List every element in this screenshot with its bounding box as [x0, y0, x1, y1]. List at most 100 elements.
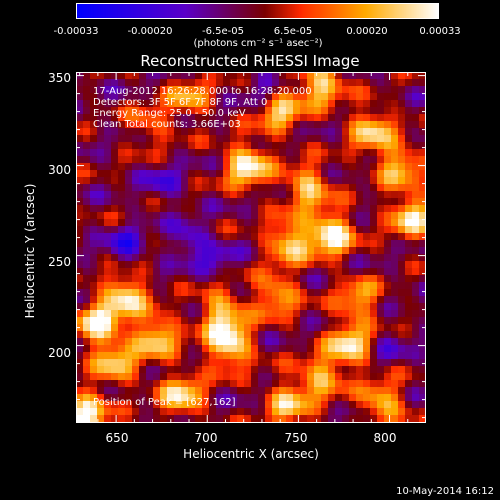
heatmap-cell: [342, 254, 349, 261]
heatmap-cell: [377, 240, 384, 247]
heatmap-cell: [230, 114, 237, 121]
heatmap-cell: [209, 422, 216, 423]
heatmap-cell: [356, 163, 363, 170]
heatmap-cell: [76, 79, 83, 86]
heatmap-cell: [118, 191, 125, 198]
heatmap-cell: [412, 275, 419, 282]
heatmap-cell: [335, 198, 342, 205]
heatmap-cell: [160, 191, 167, 198]
heatmap-cell: [174, 401, 181, 408]
heatmap-cell: [195, 135, 202, 142]
heatmap-cell: [230, 247, 237, 254]
heatmap-cell: [272, 380, 279, 387]
heatmap-cell: [104, 233, 111, 240]
heatmap-cell: [167, 415, 174, 422]
heatmap-cell: [244, 156, 251, 163]
heatmap-cell: [349, 268, 356, 275]
heatmap-cell: [132, 415, 139, 422]
heatmap-cell: [272, 205, 279, 212]
heatmap-cell: [265, 212, 272, 219]
heatmap-cell: [139, 156, 146, 163]
heatmap-cell: [111, 422, 118, 423]
heatmap-cell: [216, 128, 223, 135]
heatmap-cell: [181, 282, 188, 289]
heatmap-cell: [125, 317, 132, 324]
heatmap-cell: [202, 198, 209, 205]
heatmap-cell: [398, 422, 405, 423]
heatmap-cell: [188, 184, 195, 191]
heatmap-cell: [125, 128, 132, 135]
heatmap-cell: [188, 387, 195, 394]
heatmap-cell: [209, 275, 216, 282]
heatmap-cell: [405, 149, 412, 156]
heatmap-cell: [293, 422, 300, 423]
heatmap-cell: [251, 394, 258, 401]
heatmap-cell: [132, 184, 139, 191]
colorbar: [76, 3, 439, 19]
heatmap-cell: [307, 184, 314, 191]
heatmap-cell: [293, 142, 300, 149]
heatmap-cell: [97, 212, 104, 219]
heatmap-cell: [125, 212, 132, 219]
heatmap-cell: [279, 408, 286, 415]
heatmap-cell: [167, 338, 174, 345]
heatmap-cell: [314, 247, 321, 254]
heatmap-cell: [349, 177, 356, 184]
heatmap-cell: [83, 401, 90, 408]
heatmap-cell: [111, 387, 118, 394]
heatmap-cell: [356, 373, 363, 380]
heatmap-cell: [195, 338, 202, 345]
heatmap-cell: [118, 387, 125, 394]
heatmap-cell: [216, 380, 223, 387]
heatmap-cell: [328, 121, 335, 128]
heatmap-cell: [230, 331, 237, 338]
heatmap-cell: [139, 268, 146, 275]
heatmap-cell: [174, 177, 181, 184]
heatmap-cell: [76, 191, 83, 198]
heatmap-cell: [314, 219, 321, 226]
heatmap-cell: [314, 177, 321, 184]
heatmap-cell: [118, 296, 125, 303]
heatmap-cell: [265, 352, 272, 359]
heatmap-cell: [251, 72, 258, 79]
heatmap-cell: [384, 415, 391, 422]
heatmap-cell: [391, 261, 398, 268]
heatmap-cell: [76, 373, 83, 380]
heatmap-cell: [167, 324, 174, 331]
heatmap-cell: [300, 128, 307, 135]
heatmap-cell: [132, 408, 139, 415]
heatmap-cell: [244, 317, 251, 324]
heatmap-cell: [398, 212, 405, 219]
heatmap-cell: [251, 380, 258, 387]
heatmap-cell: [251, 212, 258, 219]
heatmap-cell: [363, 380, 370, 387]
heatmap-cell: [335, 86, 342, 93]
heatmap-cell: [419, 338, 426, 345]
heatmap-cell: [370, 156, 377, 163]
heatmap-cell: [153, 324, 160, 331]
heatmap-cell: [125, 387, 132, 394]
heatmap-cell: [244, 128, 251, 135]
heatmap-cell: [223, 387, 230, 394]
heatmap-cell: [202, 338, 209, 345]
heatmap-cell: [328, 219, 335, 226]
heatmap-cell: [153, 100, 160, 107]
heatmap-cell: [153, 177, 160, 184]
heatmap-cell: [293, 219, 300, 226]
heatmap-cell: [146, 128, 153, 135]
heatmap-cell: [349, 226, 356, 233]
heatmap-cell: [279, 219, 286, 226]
heatmap-cell: [356, 331, 363, 338]
heatmap-cell: [167, 191, 174, 198]
heatmap-cell: [167, 198, 174, 205]
heatmap-cell: [328, 191, 335, 198]
heatmap-cell: [321, 233, 328, 240]
heatmap-cell: [363, 191, 370, 198]
heatmap-cell: [153, 128, 160, 135]
heatmap-cell: [251, 282, 258, 289]
heatmap-cell: [370, 359, 377, 366]
heatmap-cell: [83, 317, 90, 324]
heatmap-cell: [300, 268, 307, 275]
heatmap-cell: [90, 338, 97, 345]
heatmap-cell: [419, 303, 426, 310]
